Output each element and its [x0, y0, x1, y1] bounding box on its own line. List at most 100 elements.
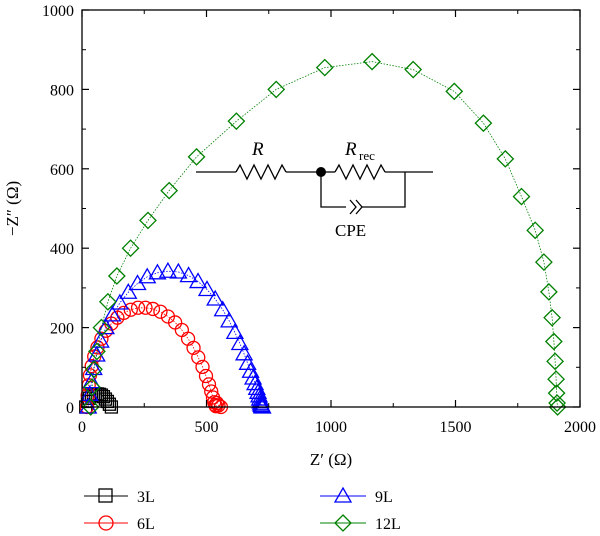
data-point-6L: [195, 359, 210, 375]
data-point-12L: [121, 239, 140, 258]
data-point-12L: [107, 267, 126, 285]
data-point-12L: [526, 221, 545, 240]
data-point-12L: [187, 147, 206, 166]
data-point-6L: [201, 377, 217, 392]
data-point-6L: [130, 300, 146, 315]
resistor-r-symbol: [235, 163, 287, 181]
data-point-12L: [92, 318, 111, 337]
data-point-9L: [119, 282, 138, 299]
legend-item-6L: 6L: [84, 515, 155, 533]
data-point-6L: [204, 384, 219, 399]
data-point-9L: [225, 323, 245, 340]
data-point-12L: [544, 332, 563, 351]
data-point-6L: [116, 305, 131, 321]
x-tick-label: 1500: [440, 419, 472, 436]
data-point-12L: [227, 112, 246, 131]
data-point-9L: [179, 266, 198, 283]
data-point-12L: [512, 187, 531, 206]
data-point-6L: [123, 302, 138, 317]
y-tick-label: 600: [50, 162, 74, 179]
data-point-12L: [496, 149, 515, 168]
data-point-3L: [102, 397, 117, 411]
data-point-12L: [81, 398, 100, 416]
series-line-9L: [87, 270, 263, 408]
data-point-9L: [148, 263, 167, 280]
data-point-9L: [206, 289, 225, 306]
data-point-6L: [191, 350, 206, 365]
data-point-6L: [153, 304, 168, 319]
data-point-12L: [315, 58, 334, 77]
legend-label-9L: 9L: [375, 489, 393, 506]
data-point-12L: [547, 370, 566, 389]
series-line-6L: [86, 307, 222, 408]
legend-marker-6L: [98, 515, 114, 531]
legend-item-9L: 9L: [320, 486, 393, 506]
legend-label-3L: 3L: [137, 489, 155, 506]
legend-label-12L: 12L: [375, 516, 401, 533]
data-point-6L: [211, 398, 226, 413]
data-point-9L: [243, 368, 263, 385]
data-point-9L: [188, 272, 208, 289]
data-point-6L: [138, 300, 153, 315]
data-point-12L: [546, 352, 565, 371]
resistor-rrec-label: R: [344, 139, 357, 160]
cpe-branch-wire-right: [362, 172, 406, 208]
resistor-rrec-subscript: rec: [359, 148, 375, 163]
data-point-9L: [230, 334, 249, 351]
data-point-9L: [234, 344, 254, 361]
resistor-rrec-symbol: [334, 163, 386, 181]
data-point-12L: [474, 114, 493, 133]
data-point-6L: [198, 368, 214, 384]
y-tick-label: 800: [50, 82, 74, 99]
y-tick-label: 400: [50, 241, 74, 258]
data-point-9L: [84, 359, 103, 376]
data-point-9L: [247, 379, 266, 395]
y-tick-label: 1000: [42, 3, 74, 20]
plot-area: [79, 52, 567, 416]
cpe-branch-wire: [320, 172, 346, 208]
legend-item-3L: 3L: [84, 488, 155, 506]
data-point-9L: [158, 261, 178, 278]
legend-label-6L: 6L: [137, 516, 155, 533]
data-point-12L: [548, 398, 567, 416]
x-tick-label: 0: [78, 419, 86, 436]
axes: 0 500 1000 1500 2000 0 200 400 600 800 1000 Z′ (Ω) −…: [3, 3, 596, 469]
legend-marker-9L: [333, 486, 353, 503]
series-line-12L: [90, 61, 558, 408]
data-point-12L: [160, 181, 179, 200]
data-point-12L: [88, 342, 106, 361]
data-point-6L: [145, 301, 161, 317]
cpe-symbol: [349, 199, 357, 215]
equivalent-circuit-inset: R R rec CPE: [196, 139, 433, 240]
cpe-symbol-right: [355, 199, 363, 215]
data-point-9L: [213, 300, 232, 317]
data-point-12L: [404, 60, 423, 79]
cpe-label: CPE: [335, 221, 366, 240]
data-point-6L: [94, 331, 109, 346]
data-point-12L: [98, 292, 117, 311]
data-point-9L: [241, 361, 260, 378]
data-point-12L: [548, 394, 567, 412]
data-point-9L: [197, 280, 217, 297]
series-9L: [79, 261, 272, 414]
data-point-9L: [87, 345, 106, 362]
data-point-12L: [543, 308, 562, 327]
data-point-9L: [220, 311, 239, 328]
data-point-6L: [186, 340, 201, 355]
legend: 3L 6L 9L 12L: [84, 486, 401, 533]
data-point-9L: [169, 262, 188, 279]
data-point-12L: [363, 52, 382, 71]
x-tick-label: 2000: [564, 419, 596, 436]
series-12L: [81, 52, 567, 416]
y-tick-label: 0: [66, 400, 74, 417]
data-point-12L: [534, 253, 553, 272]
resistor-r-label: R: [251, 139, 264, 160]
y-axis-label: −Z″ (Ω): [3, 181, 22, 236]
data-point-9L: [103, 305, 122, 322]
data-point-12L: [547, 384, 566, 403]
data-point-9L: [253, 397, 272, 414]
data-point-12L: [139, 211, 157, 230]
x-tick-label: 500: [195, 419, 219, 436]
data-point-12L: [539, 282, 558, 301]
